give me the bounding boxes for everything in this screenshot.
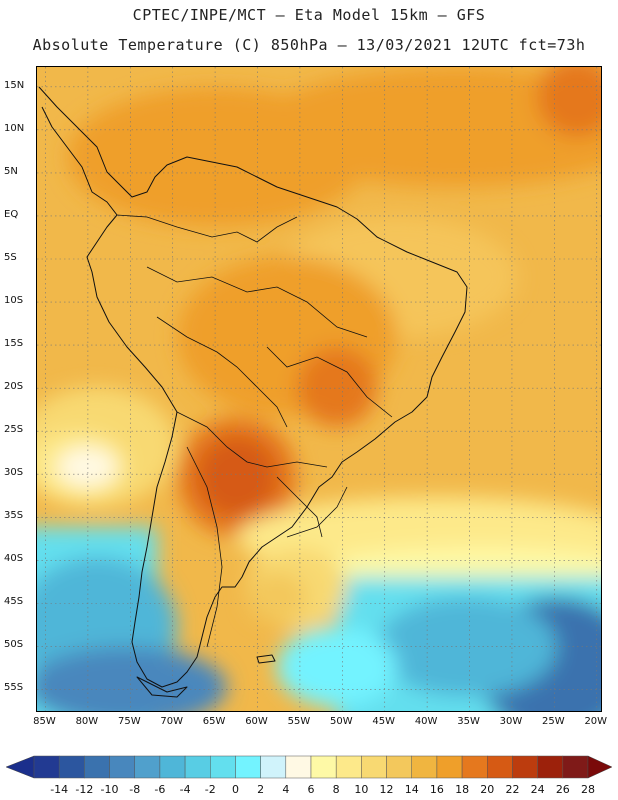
colorbar-label: 12 — [379, 783, 394, 796]
colorbar-high-arrow — [587, 755, 613, 779]
colorbar-label: -14 — [50, 783, 69, 796]
colorbar-swatch — [235, 755, 261, 779]
lat-tick-label: 15S — [4, 338, 24, 350]
colorbar-swatch — [58, 755, 85, 779]
lon-tick-label: 60W — [245, 716, 268, 727]
colorbar-swatch — [537, 755, 564, 779]
lat-tick-label: 15N — [4, 79, 25, 91]
colorbar-label: -2 — [204, 783, 216, 796]
color-scale — [5, 755, 613, 779]
country-borders — [116, 214, 393, 648]
colorbar-label: 18 — [455, 783, 470, 796]
lon-tick-label: 85W — [33, 716, 56, 727]
colorbar-swatch — [562, 755, 589, 779]
colorbar-label: 0 — [231, 783, 239, 796]
colorbar-label: -6 — [154, 783, 166, 796]
colorbar-label: 28 — [581, 783, 595, 796]
colorbar-label: 14 — [404, 783, 419, 796]
colorbar-swatch — [33, 755, 60, 779]
colorbar-swatch — [361, 755, 387, 779]
colorbar-swatch — [461, 755, 488, 779]
map-canvas — [37, 67, 601, 711]
colorbar-swatch — [184, 755, 211, 779]
lon-tick-label: 50W — [330, 716, 353, 727]
lat-tick-label: 50S — [4, 639, 24, 651]
colorbar-label: -8 — [129, 783, 141, 796]
colorbar-label: 22 — [505, 783, 520, 796]
colorbar-label: -4 — [179, 783, 191, 796]
colorbar-label: 6 — [307, 783, 315, 796]
lon-tick-label: 70W — [160, 716, 183, 727]
lon-tick-label: 30W — [499, 716, 523, 727]
colorbar-swatch — [210, 755, 236, 779]
colorbar-swatch — [335, 755, 362, 779]
colorbar-label: 8 — [332, 783, 340, 796]
colorbar-swatch — [285, 755, 312, 779]
lat-tick-label: 10N — [4, 122, 25, 134]
graticule — [37, 67, 601, 711]
colorbar-swatch — [260, 755, 287, 779]
colorbar-low-arrow — [5, 755, 35, 779]
temperature-field — [37, 67, 601, 711]
colorbar-label: 4 — [282, 783, 290, 796]
colorbar-swatch — [310, 755, 337, 779]
lon-tick-label: 75W — [117, 716, 141, 727]
lat-tick-label: EQ — [4, 208, 19, 220]
lat-tick-label: 55S — [4, 682, 24, 694]
lat-tick-label: 35S — [4, 510, 24, 522]
lat-tick-label: 40S — [4, 553, 24, 565]
map-subtitle: Absolute Temperature (C) 850hPa – 13/03/… — [32, 36, 586, 54]
colorbar-swatch — [159, 755, 186, 779]
temperature-map — [36, 66, 602, 712]
colorbar-swatch — [109, 755, 135, 779]
lat-tick-label: 5S — [4, 251, 17, 263]
colorbar-swatch — [512, 755, 538, 779]
lat-tick-label: 10S — [4, 295, 24, 307]
colorbar-swatch — [84, 755, 110, 779]
colorbar-label: 10 — [354, 783, 369, 796]
lon-tick-label: 45W — [372, 716, 396, 727]
map-title: CPTEC/INPE/MCT – Eta Model 15km – GFS — [132, 6, 486, 24]
colorbar-swatch — [386, 755, 412, 779]
lat-tick-label: 5N — [4, 165, 18, 177]
colorbar-swatch — [487, 755, 513, 779]
colorbar-swatch — [411, 755, 438, 779]
lon-tick-label: 40W — [414, 716, 438, 727]
lon-tick-label: 35W — [457, 716, 480, 727]
colorbar-label: 2 — [257, 783, 265, 796]
colorbar-label: -10 — [100, 783, 119, 796]
lat-tick-label: 30S — [4, 467, 24, 479]
lat-tick-label: 45S — [4, 596, 24, 608]
colorbar-label: 16 — [429, 783, 444, 796]
lat-tick-label: 25S — [4, 424, 24, 436]
colorbar-label: 20 — [480, 783, 495, 796]
colorbar-label: 24 — [530, 783, 545, 796]
lon-tick-label: 65W — [202, 716, 226, 727]
coastline — [38, 86, 468, 698]
colorbar-label: 26 — [555, 783, 570, 796]
lon-tick-label: 20W — [584, 716, 608, 727]
colorbar-label: -12 — [75, 783, 94, 796]
lon-tick-label: 55W — [287, 716, 311, 727]
colorbar-swatch — [134, 755, 161, 779]
colorbar-swatch — [436, 755, 463, 779]
lon-tick-label: 80W — [75, 716, 99, 727]
lon-tick-label: 25W — [542, 716, 565, 727]
lat-tick-label: 20S — [4, 381, 24, 393]
